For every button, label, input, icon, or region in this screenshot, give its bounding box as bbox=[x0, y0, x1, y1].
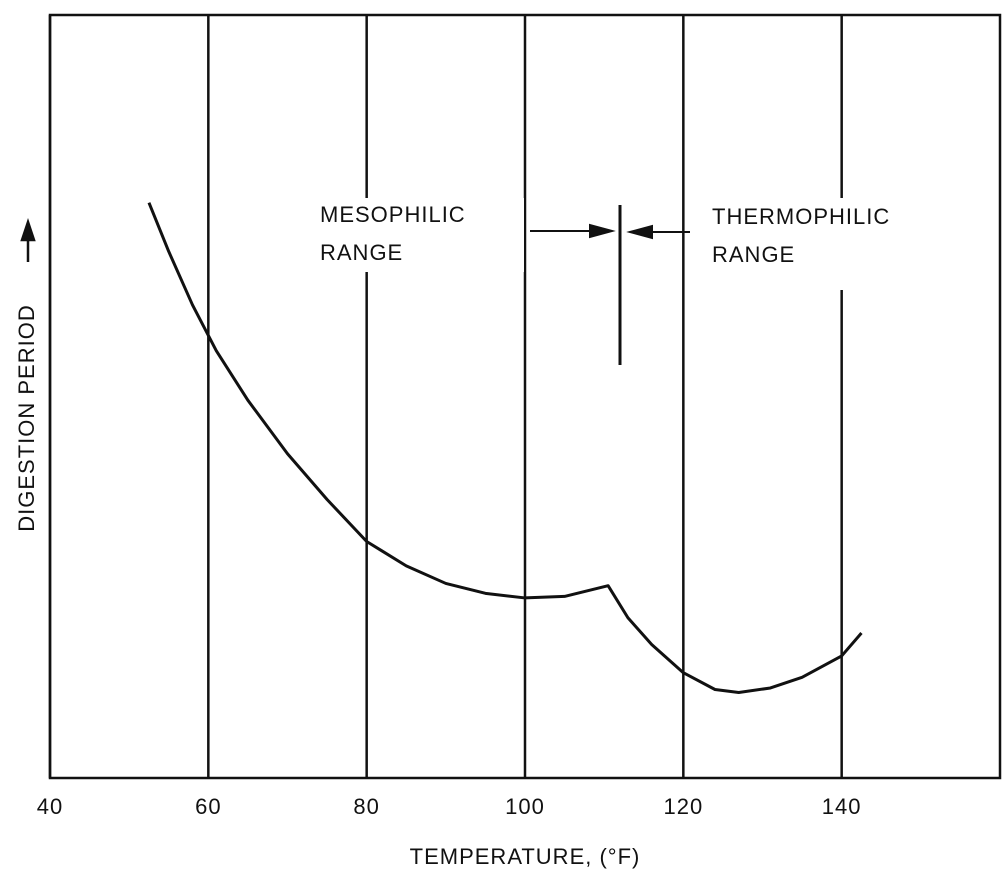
annotation: RANGE bbox=[320, 240, 403, 265]
x-axis-label: TEMPERATURE, (°F) bbox=[410, 844, 641, 869]
label-backdrop bbox=[312, 198, 524, 272]
annotation: THERMOPHILIC bbox=[712, 204, 890, 229]
range-arrows bbox=[530, 223, 690, 240]
label-backdrop bbox=[700, 198, 945, 290]
x-tick-label: 60 bbox=[195, 794, 221, 819]
data-line bbox=[147, 202, 863, 695]
y-axis-label: DIGESTION PERIOD bbox=[14, 304, 39, 531]
x-tick-label: 80 bbox=[353, 794, 379, 819]
annotation: MESOPHILIC bbox=[320, 202, 466, 227]
x-tick-label: 40 bbox=[37, 794, 63, 819]
annotation: RANGE bbox=[712, 242, 795, 267]
x-tick-label: 140 bbox=[822, 794, 862, 819]
x-tick-label: 120 bbox=[663, 794, 703, 819]
y-axis-arrow bbox=[20, 218, 36, 262]
x-tick-label: 100 bbox=[505, 794, 545, 819]
